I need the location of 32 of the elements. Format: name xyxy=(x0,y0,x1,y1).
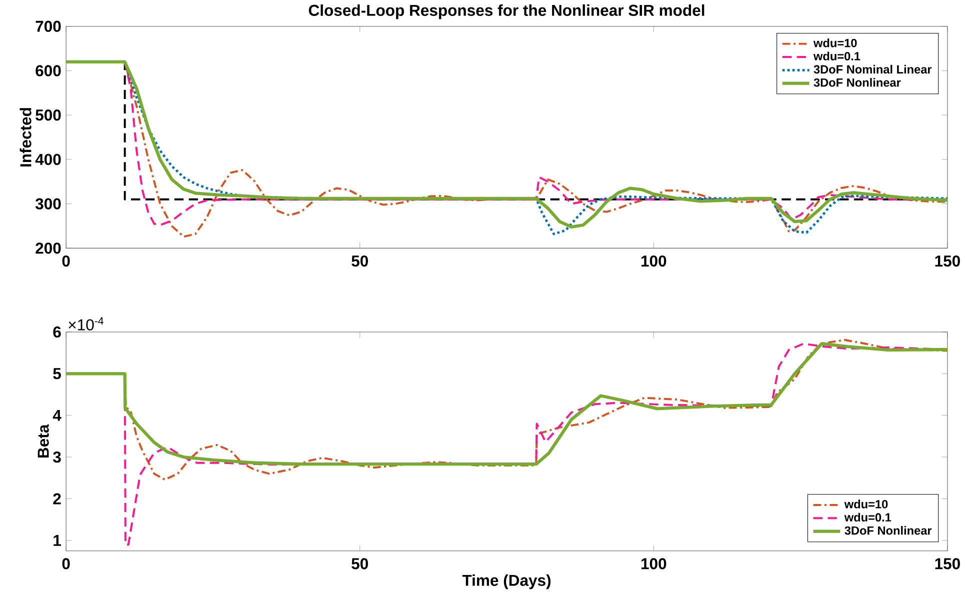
y-axis-title: Beta xyxy=(38,424,49,458)
y-tick-label: 1 xyxy=(54,534,61,546)
y-tick-label: 4 xyxy=(52,410,62,421)
legend-label: 3DoF Nominal Linear xyxy=(814,64,932,74)
y-tick-label: 6 xyxy=(53,326,61,338)
y-tick-label: 400 xyxy=(35,154,61,166)
x-tick-label: 150 xyxy=(935,255,960,267)
x-tick-label: 0 xyxy=(62,255,70,267)
x-tick-label: 100 xyxy=(641,255,666,267)
y-tick-label: 5 xyxy=(53,368,61,380)
text: ×10$^{-4}$ xyxy=(68,317,104,330)
legend-label: wdu=10 xyxy=(844,500,888,508)
y-tick-label: 3 xyxy=(53,451,61,463)
legend-label: wdu=10 xyxy=(813,38,857,48)
legend-label: wdu=0.1 xyxy=(844,512,892,522)
legend-label: wdu=0.1 xyxy=(813,52,860,60)
x-tick-label: 100 xyxy=(641,558,666,570)
y-tick-label: 300 xyxy=(35,198,61,210)
y-tick-label: 600 xyxy=(36,65,61,76)
y-tick-label: 500 xyxy=(36,109,61,121)
legend-label: 3DoF Nonlinear xyxy=(844,526,932,535)
x-tick-label: 50 xyxy=(352,255,368,267)
chart-title: Closed-Loop Responses for the Nonlinear SIR model xyxy=(308,4,704,20)
y-tick-label: 2 xyxy=(53,493,61,504)
y-tick-label: 200 xyxy=(36,242,61,254)
legend-label: 3DoF Nonlinear xyxy=(814,78,901,87)
x-tick-label: 150 xyxy=(935,558,960,570)
y-tick-label: 700 xyxy=(36,20,61,32)
x-tick-label: 0 xyxy=(62,558,70,570)
y-axis-title: Infected xyxy=(20,108,32,166)
x-tick-label: 50 xyxy=(352,558,368,570)
x-axis-title: Time (Days) xyxy=(462,574,551,590)
